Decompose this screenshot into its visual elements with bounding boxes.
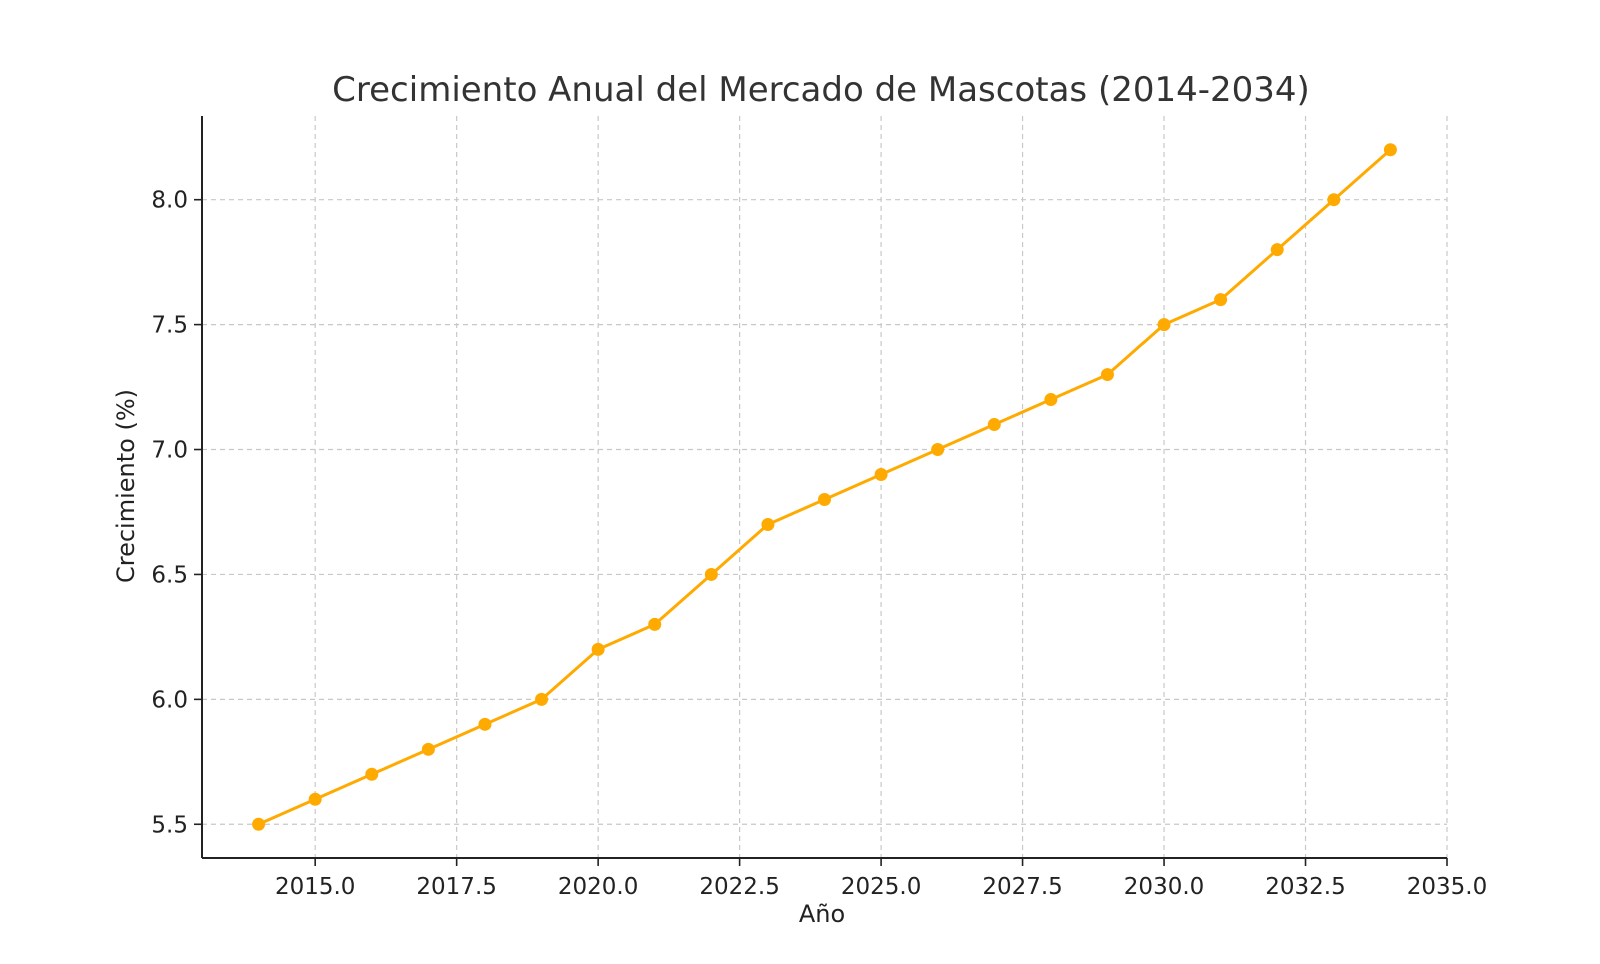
data-point [987, 418, 1001, 432]
data-point [308, 792, 322, 806]
grid-lines [202, 116, 1448, 858]
data-point [1044, 393, 1058, 407]
data-point [1327, 193, 1341, 207]
x-tick-label: 2020.0 [558, 874, 638, 900]
chart-title: Crecimiento Anual del Mercado de Mascota… [332, 70, 1310, 110]
data-point [535, 692, 549, 706]
y-tick-label: 5.5 [151, 812, 188, 838]
y-tick-label: 6.5 [151, 562, 188, 588]
y-axis-label: Crecimiento (%) [112, 389, 140, 583]
data-point [365, 767, 379, 781]
x-tick-label: 2030.0 [1124, 874, 1204, 900]
x-tick-label: 2035.0 [1407, 874, 1487, 900]
x-tick-label: 2015.0 [275, 874, 355, 900]
data-point [1214, 293, 1228, 307]
data-point [648, 617, 662, 631]
data-point [931, 443, 945, 457]
data-point [591, 642, 605, 656]
x-axis-label: Año [799, 900, 845, 928]
data-point [421, 742, 435, 756]
y-tick-label: 7.5 [151, 313, 188, 339]
data-point [1383, 143, 1397, 157]
y-tick-label: 6.0 [151, 687, 188, 713]
data-point [252, 817, 266, 831]
data-point [478, 717, 492, 731]
data-point [1100, 368, 1114, 382]
y-tick-label: 7.0 [151, 438, 188, 464]
y-tick-label: 8.0 [151, 188, 188, 214]
data-point [874, 468, 888, 482]
x-tick-label: 2017.5 [416, 874, 496, 900]
data-point [1157, 318, 1171, 332]
axes [201, 116, 1447, 859]
tick-marks: 2015.0 2017.5 2020.0 2022.5 2025.0 2027.5 2030… [151, 188, 1487, 900]
data-point [704, 567, 718, 581]
data-point [818, 492, 831, 506]
x-tick-label: 2022.5 [699, 874, 779, 900]
data-point [1270, 243, 1284, 257]
x-tick-label: 2027.5 [982, 874, 1062, 900]
x-tick-label: 2025.0 [841, 874, 921, 900]
x-tick-label: 2032.5 [1265, 874, 1345, 900]
series-group [252, 143, 1397, 831]
data-point [761, 517, 775, 531]
